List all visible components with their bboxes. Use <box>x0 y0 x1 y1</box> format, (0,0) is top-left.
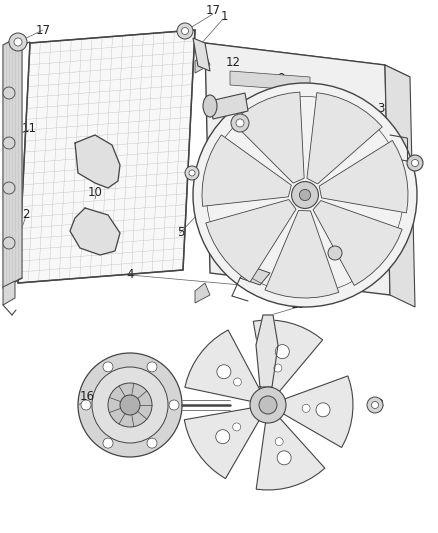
Text: 9: 9 <box>277 71 285 85</box>
Text: 1: 1 <box>220 11 228 23</box>
Circle shape <box>14 38 22 46</box>
Polygon shape <box>18 30 195 283</box>
Polygon shape <box>313 200 402 286</box>
Text: 13: 13 <box>322 260 337 272</box>
Text: 3: 3 <box>377 102 385 116</box>
Polygon shape <box>240 266 270 285</box>
Circle shape <box>371 401 378 408</box>
Polygon shape <box>253 320 323 391</box>
Circle shape <box>236 119 244 127</box>
Text: 14: 14 <box>357 214 372 227</box>
Circle shape <box>185 166 199 180</box>
Text: 6: 6 <box>231 115 239 127</box>
Text: 15: 15 <box>290 298 305 311</box>
Polygon shape <box>307 93 382 184</box>
Circle shape <box>277 451 291 465</box>
Polygon shape <box>3 281 15 305</box>
Polygon shape <box>319 140 408 213</box>
Circle shape <box>233 378 241 386</box>
Circle shape <box>250 387 286 423</box>
Circle shape <box>259 396 277 414</box>
Circle shape <box>407 155 423 171</box>
Text: 16: 16 <box>80 391 95 403</box>
Polygon shape <box>385 65 415 307</box>
Circle shape <box>103 362 113 372</box>
Circle shape <box>103 438 113 448</box>
Circle shape <box>147 362 157 372</box>
Polygon shape <box>70 208 120 255</box>
Circle shape <box>3 237 15 249</box>
Circle shape <box>147 438 157 448</box>
Circle shape <box>233 423 240 431</box>
Text: 17: 17 <box>205 4 220 18</box>
Polygon shape <box>232 92 304 183</box>
Polygon shape <box>195 283 210 303</box>
Circle shape <box>108 383 152 427</box>
Circle shape <box>78 353 182 457</box>
Polygon shape <box>210 93 248 119</box>
Circle shape <box>3 87 15 99</box>
Circle shape <box>231 114 249 132</box>
Circle shape <box>120 395 140 415</box>
Circle shape <box>3 137 15 149</box>
Polygon shape <box>230 71 310 91</box>
Text: 12: 12 <box>226 55 240 69</box>
Text: 17: 17 <box>35 23 50 36</box>
Circle shape <box>328 246 342 260</box>
Circle shape <box>275 438 283 446</box>
Polygon shape <box>3 35 22 288</box>
Polygon shape <box>265 211 339 298</box>
Circle shape <box>274 364 282 372</box>
Polygon shape <box>256 418 325 490</box>
Text: 5: 5 <box>177 227 185 239</box>
Circle shape <box>276 345 290 359</box>
Circle shape <box>181 28 188 35</box>
Circle shape <box>81 400 91 410</box>
Polygon shape <box>75 135 120 188</box>
Polygon shape <box>206 199 296 282</box>
Text: 18: 18 <box>370 399 385 411</box>
Circle shape <box>3 182 15 194</box>
Polygon shape <box>202 135 291 206</box>
Text: 11: 11 <box>21 122 36 134</box>
Circle shape <box>193 83 417 307</box>
Polygon shape <box>193 38 210 71</box>
Circle shape <box>302 405 310 413</box>
Text: 4: 4 <box>126 269 134 281</box>
Polygon shape <box>205 43 410 77</box>
Circle shape <box>92 367 168 443</box>
Circle shape <box>217 365 231 379</box>
Text: 2: 2 <box>22 208 30 222</box>
Circle shape <box>9 33 27 51</box>
Polygon shape <box>205 43 390 295</box>
Circle shape <box>177 23 193 39</box>
Polygon shape <box>256 315 278 387</box>
Circle shape <box>316 403 330 417</box>
Text: 10: 10 <box>88 187 102 199</box>
Circle shape <box>411 159 418 166</box>
Polygon shape <box>195 53 210 73</box>
Ellipse shape <box>203 95 217 117</box>
Circle shape <box>169 400 179 410</box>
Circle shape <box>216 430 230 443</box>
Polygon shape <box>283 376 353 448</box>
Polygon shape <box>185 330 260 401</box>
Circle shape <box>367 397 383 413</box>
Circle shape <box>189 170 195 176</box>
Polygon shape <box>184 408 259 479</box>
Circle shape <box>292 182 318 208</box>
Circle shape <box>300 189 311 200</box>
